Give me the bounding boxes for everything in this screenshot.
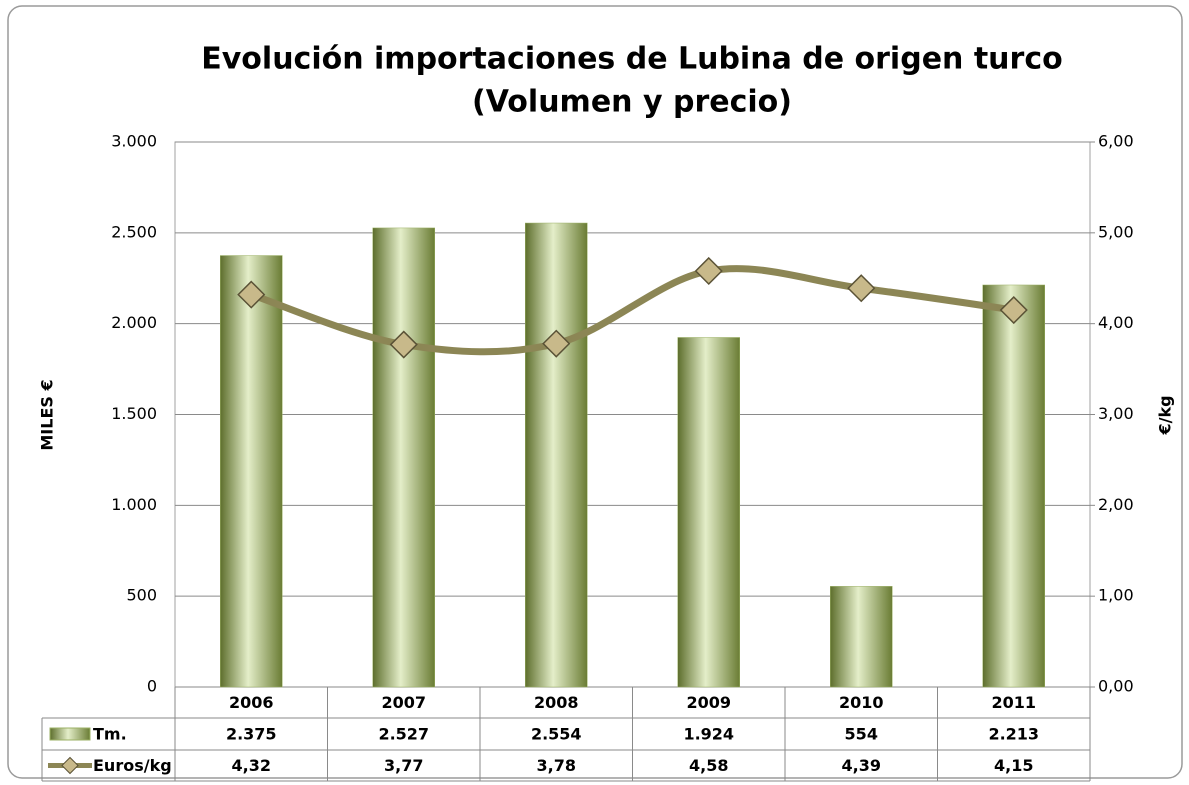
y-tick-label: 0 xyxy=(147,677,157,696)
x-tick-label: 2009 xyxy=(686,693,731,712)
table-value: 2.213 xyxy=(988,725,1039,744)
table-value: 2.375 xyxy=(226,725,277,744)
line-marker xyxy=(847,274,876,303)
table-value: 554 xyxy=(845,725,878,744)
x-tick-label: 2011 xyxy=(991,693,1036,712)
bar xyxy=(982,284,1045,688)
y-tick-label: 500 xyxy=(126,586,157,605)
legend-label: Tm. xyxy=(93,725,127,744)
x-tick-label: 2007 xyxy=(381,693,426,712)
line-marker xyxy=(694,256,723,286)
table-value: 2.554 xyxy=(531,725,582,744)
table-value: 3,77 xyxy=(384,756,423,775)
bar xyxy=(677,337,740,688)
y2-tick-label: 3,00 xyxy=(1098,404,1134,423)
legend-key xyxy=(49,727,91,741)
y-tick-label: 3.000 xyxy=(111,132,157,151)
table-value: 2.527 xyxy=(378,725,429,744)
table-value: 1.924 xyxy=(683,725,734,744)
y2-tick-label: 1,00 xyxy=(1098,586,1134,605)
y-tick-label: 1.000 xyxy=(111,495,157,514)
bar xyxy=(220,255,283,688)
legend-label: Euros/kg xyxy=(93,756,172,775)
y-tick-label: 1.500 xyxy=(111,404,157,423)
legend-key xyxy=(61,756,79,775)
bar xyxy=(372,227,435,688)
x-tick-label: 2010 xyxy=(839,693,884,712)
line xyxy=(247,265,1018,356)
y2-tick-label: 6,00 xyxy=(1098,132,1134,151)
y-tick-label: 2.500 xyxy=(111,222,157,241)
y2-tick-label: 4,00 xyxy=(1098,313,1134,332)
line-marker xyxy=(999,295,1028,325)
line-marker xyxy=(542,329,571,358)
chart-subtitle: (Volumen y precio) xyxy=(472,85,792,120)
chart-frame xyxy=(7,5,1183,779)
y2-tick-label: 2,00 xyxy=(1098,495,1134,514)
table-value: 4,58 xyxy=(689,756,728,775)
y2-tick-label: 5,00 xyxy=(1098,222,1134,241)
line-marker xyxy=(237,280,266,309)
table-value: 4,32 xyxy=(232,756,271,775)
table-value: 4,39 xyxy=(842,756,881,775)
table-value: 3,78 xyxy=(537,756,576,775)
table-value: 4,15 xyxy=(994,756,1033,775)
line-marker xyxy=(389,330,418,359)
y-axis-title: MILES € xyxy=(38,379,57,450)
y2-tick-label: 0,00 xyxy=(1098,677,1134,696)
x-tick-label: 2008 xyxy=(534,693,579,712)
bar xyxy=(830,586,893,688)
y-tick-label: 2.000 xyxy=(111,313,157,332)
y2-axis-title: €/kg xyxy=(1156,395,1175,435)
chart-title: Evolución importaciones de Lubina de ori… xyxy=(201,42,1062,77)
bar xyxy=(525,222,588,688)
x-tick-label: 2006 xyxy=(229,693,274,712)
